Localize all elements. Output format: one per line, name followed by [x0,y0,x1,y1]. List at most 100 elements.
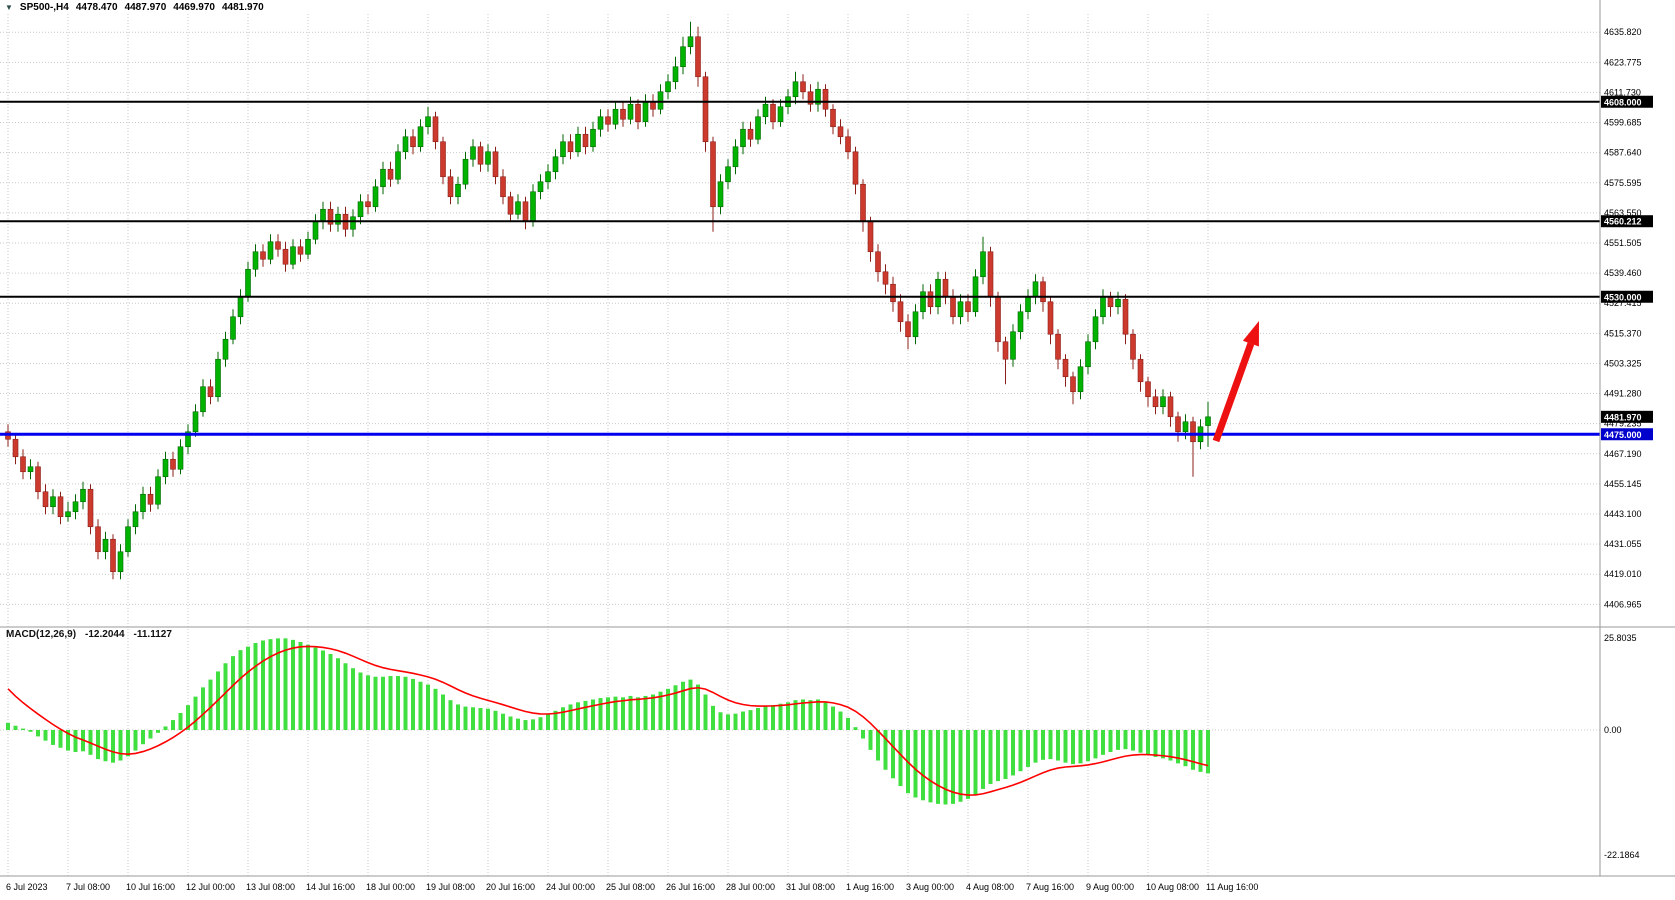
price-axis-label: 4587.640 [1604,148,1642,158]
candle-body [1070,376,1076,393]
time-axis-label: 28 Jul 00:00 [726,882,775,892]
candle-body [875,251,881,273]
price-tag-label: 4475.000 [1604,430,1642,440]
price-axis-label: 4467.190 [1604,449,1642,459]
candle-body [1167,396,1174,418]
candle-body [410,136,416,148]
candle-body [1017,311,1024,333]
candle-body [290,246,296,265]
arrow-annotation[interactable] [1212,321,1259,443]
candle-body [807,91,814,105]
time-axis-label: 3 Aug 00:00 [906,882,954,892]
time-axis-label: 24 Jul 00:00 [546,882,595,892]
candle-body [192,411,199,433]
candle-body [695,36,701,78]
candle-body [65,511,71,518]
time-axis-label: 9 Aug 00:00 [1086,882,1134,892]
candle-body [1040,281,1046,303]
candle-body [665,81,671,93]
candle-body [80,488,86,503]
candle-body [732,146,739,168]
time-axis-label: 11 Aug 16:00 [1206,882,1258,892]
candle-body [350,216,356,230]
candle-body [1010,331,1016,360]
candle-body [95,526,101,553]
candle-body [1002,341,1009,360]
candle-body [170,458,176,470]
candle-body [72,501,79,513]
candle-body [605,116,611,125]
time-axis-label: 12 Jul 00:00 [186,882,235,892]
candle-body [177,446,184,470]
price-tag: 4475.000 [1601,428,1653,441]
candle-body [1182,421,1189,433]
candle-body [740,128,746,148]
candle-body [927,291,934,308]
candle-body [837,126,844,138]
candle-body [1190,421,1196,443]
candle-body [942,278,949,298]
candle-body [335,213,341,225]
time-axis[interactable]: 6 Jul 2023 7 Jul 08:00 10 Jul 16:00 12 Jul … [6,882,1258,892]
candle-body [642,101,649,123]
price-tag-bg [1601,428,1653,441]
arrow-head-icon [1242,321,1259,347]
candle-body [417,126,424,148]
price-axis-label: 4406.965 [1604,599,1642,609]
candle-body [395,151,401,180]
candle-body [590,128,596,148]
candle-body [222,338,229,360]
candle-body [1175,416,1181,433]
candle-body [485,151,491,165]
candle-body [867,221,874,253]
price-tag-label: 4530.000 [1604,292,1642,302]
macd-scale-top-label: 25.8035 [1604,633,1637,643]
candle-body [1137,358,1144,383]
candle-body [402,136,409,153]
price-tag-bg [1601,290,1653,303]
candle-body [545,171,551,183]
candle-body [380,168,386,188]
candle-body [305,238,311,255]
price-tag: 4481.970 [1601,410,1653,423]
candle-body [110,538,116,573]
candle-body [905,321,911,338]
macd-main-value: -12.2044 [85,629,125,640]
price-tag: 4608.000 [1601,95,1653,108]
candle-body [1062,358,1069,378]
candles-layer [5,21,1211,580]
time-axis-label: 7 Aug 16:00 [1026,882,1074,892]
candle-body [860,183,866,223]
candle-body [567,141,574,153]
candle-body [357,201,364,218]
candle-body [957,301,964,318]
candle-body [252,251,259,270]
candle-body [1100,296,1106,318]
price-axis[interactable]: 4635.820 4623.775 4611.730 4599.685 4587.640… [1604,27,1642,860]
time-axis-label: 10 Jul 16:00 [126,882,175,892]
candle-body [762,103,769,118]
candle-body [147,493,154,505]
time-axis-label: 6 Jul 2023 [6,882,48,892]
candle-body [492,151,499,178]
candle-body [267,241,274,260]
time-axis-label: 4 Aug 08:00 [966,882,1014,892]
symbol-period-label: SP500-,H4 [19,2,69,13]
candle-body [845,136,851,153]
candle-body [50,496,56,508]
candle-body [35,466,41,493]
candle-body [57,496,64,518]
candle-body [680,46,686,68]
time-axis-label: 20 Jul 16:00 [486,882,535,892]
price-tag: 4560.212 [1601,215,1653,228]
macd-signal-value: -11.1127 [133,629,172,640]
candle-body [237,296,244,318]
candle-body [297,246,304,255]
candle-body [132,511,139,528]
candle-body [530,191,536,223]
candle-body [725,166,731,183]
price-tag-bg [1601,95,1653,108]
candle-body [1205,416,1211,426]
symbol-dropdown-icon[interactable]: ▼ [5,2,13,12]
